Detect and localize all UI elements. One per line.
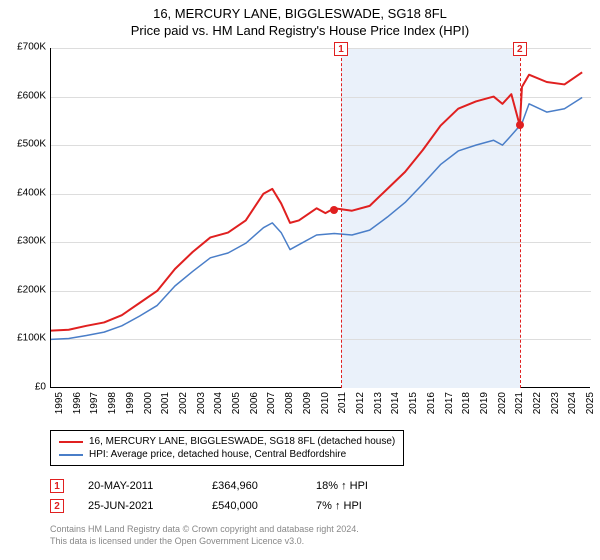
chart-subtitle: Price paid vs. HM Land Registry's House … bbox=[0, 23, 600, 38]
x-axis-label: 2015 bbox=[408, 392, 419, 414]
x-axis-label: 2006 bbox=[249, 392, 260, 414]
plot-area: £0£100K£200K£300K£400K£500K£600K£700K199… bbox=[50, 48, 590, 388]
x-axis-label: 2011 bbox=[337, 392, 348, 414]
sale-index-badge: 2 bbox=[50, 499, 64, 513]
sale-marker-flag: 1 bbox=[334, 42, 348, 56]
y-axis-label: £200K bbox=[0, 284, 46, 295]
sale-price: £540,000 bbox=[212, 500, 292, 512]
y-axis-label: £400K bbox=[0, 187, 46, 198]
sale-point bbox=[516, 121, 524, 129]
sale-marker-line bbox=[520, 48, 521, 388]
x-axis-label: 2024 bbox=[567, 392, 578, 414]
y-axis-label: £300K bbox=[0, 236, 46, 247]
x-axis-label: 1995 bbox=[54, 392, 65, 414]
x-axis-label: 2001 bbox=[160, 392, 171, 414]
y-axis-label: £700K bbox=[0, 42, 46, 53]
sales-table: 1 20-MAY-2011 £364,960 18% ↑ HPI 2 25-JUN-202… bbox=[50, 476, 396, 516]
legend-label: 16, MERCURY LANE, BIGGLESWADE, SG18 8FL … bbox=[89, 436, 395, 447]
sale-price: £364,960 bbox=[212, 480, 292, 492]
x-axis-label: 2007 bbox=[266, 392, 277, 414]
legend-swatch bbox=[59, 441, 83, 443]
series-prop bbox=[51, 72, 582, 330]
sale-marker-flag: 2 bbox=[513, 42, 527, 56]
y-axis-label: £0 bbox=[0, 382, 46, 393]
sale-row: 2 25-JUN-2021 £540,000 7% ↑ HPI bbox=[50, 496, 396, 516]
sale-delta: 18% ↑ HPI bbox=[316, 480, 396, 492]
x-axis-label: 2004 bbox=[213, 392, 224, 414]
footer-line-2: This data is licensed under the Open Gov… bbox=[50, 536, 359, 548]
sale-row: 1 20-MAY-2011 £364,960 18% ↑ HPI bbox=[50, 476, 396, 496]
address-title: 16, MERCURY LANE, BIGGLESWADE, SG18 8FL bbox=[0, 6, 600, 21]
y-axis-label: £500K bbox=[0, 139, 46, 150]
x-axis-label: 1999 bbox=[125, 392, 136, 414]
y-axis-label: £600K bbox=[0, 90, 46, 101]
x-axis-label: 2017 bbox=[444, 392, 455, 414]
x-axis-label: 2003 bbox=[196, 392, 207, 414]
y-axis-label: £100K bbox=[0, 333, 46, 344]
x-axis-label: 2019 bbox=[479, 392, 490, 414]
line-series-svg bbox=[51, 48, 591, 388]
x-axis-label: 1997 bbox=[89, 392, 100, 414]
x-axis-label: 2005 bbox=[231, 392, 242, 414]
legend-item: HPI: Average price, detached house, Cent… bbox=[59, 448, 395, 461]
series-hpi bbox=[51, 98, 582, 340]
sale-point bbox=[330, 206, 338, 214]
x-axis-label: 2010 bbox=[320, 392, 331, 414]
footer-attribution: Contains HM Land Registry data © Crown c… bbox=[50, 524, 359, 547]
legend-swatch bbox=[59, 454, 83, 456]
x-axis-label: 2025 bbox=[585, 392, 596, 414]
x-axis-label: 2014 bbox=[390, 392, 401, 414]
x-axis-label: 2016 bbox=[426, 392, 437, 414]
legend-label: HPI: Average price, detached house, Cent… bbox=[89, 449, 346, 460]
x-axis-label: 2009 bbox=[302, 392, 313, 414]
x-axis-label: 2002 bbox=[178, 392, 189, 414]
x-axis-label: 1996 bbox=[72, 392, 83, 414]
sale-date: 20-MAY-2011 bbox=[88, 480, 188, 492]
x-axis-label: 2008 bbox=[284, 392, 295, 414]
sale-delta: 7% ↑ HPI bbox=[316, 500, 396, 512]
x-axis-label: 2013 bbox=[373, 392, 384, 414]
sale-date: 25-JUN-2021 bbox=[88, 500, 188, 512]
legend-box: 16, MERCURY LANE, BIGGLESWADE, SG18 8FL … bbox=[50, 430, 404, 466]
x-axis-label: 2018 bbox=[461, 392, 472, 414]
x-axis-label: 2022 bbox=[532, 392, 543, 414]
x-axis-label: 2023 bbox=[550, 392, 561, 414]
x-axis-label: 1998 bbox=[107, 392, 118, 414]
x-axis-label: 2020 bbox=[497, 392, 508, 414]
x-axis-label: 2021 bbox=[514, 392, 525, 414]
chart-container: 16, MERCURY LANE, BIGGLESWADE, SG18 8FL … bbox=[0, 0, 600, 560]
sale-marker-line bbox=[341, 48, 342, 388]
legend-item: 16, MERCURY LANE, BIGGLESWADE, SG18 8FL … bbox=[59, 435, 395, 448]
x-axis-label: 2000 bbox=[143, 392, 154, 414]
x-axis-label: 2012 bbox=[355, 392, 366, 414]
sale-index-badge: 1 bbox=[50, 479, 64, 493]
title-block: 16, MERCURY LANE, BIGGLESWADE, SG18 8FL … bbox=[0, 0, 600, 38]
footer-line-1: Contains HM Land Registry data © Crown c… bbox=[50, 524, 359, 536]
